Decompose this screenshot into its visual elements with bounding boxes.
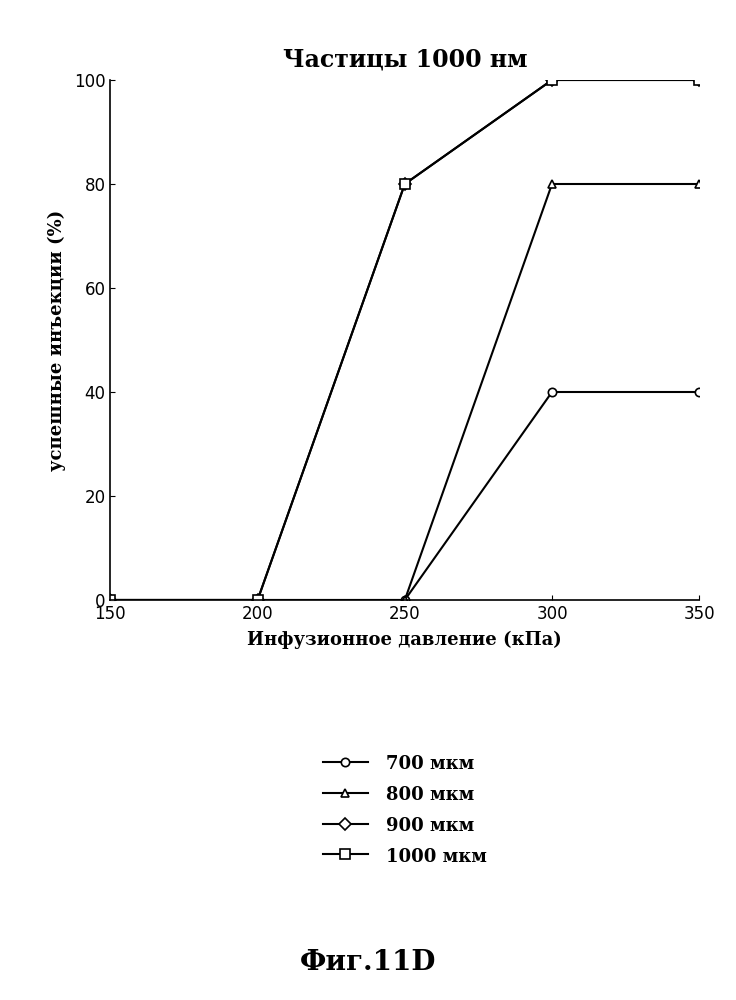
800 мкм	[548, 178, 556, 190]
Line: 700 мкм: 700 мкм	[106, 388, 704, 604]
Line: 1000 мкм: 1000 мкм	[105, 75, 704, 605]
900 мкм	[400, 178, 409, 190]
700 мкм	[253, 594, 262, 606]
1000 мкм	[695, 74, 704, 86]
700 мкм	[400, 594, 409, 606]
700 мкм	[106, 594, 115, 606]
800 мкм	[400, 594, 409, 606]
Legend: 700 мкм, 800 мкм, 900 мкм, 1000 мкм: 700 мкм, 800 мкм, 900 мкм, 1000 мкм	[323, 755, 486, 866]
900 мкм	[695, 74, 704, 86]
Title: Частицы 1000 нм: Частицы 1000 нм	[283, 47, 527, 71]
700 мкм	[548, 386, 556, 398]
Line: 800 мкм: 800 мкм	[106, 180, 704, 604]
Text: Фиг.11D: Фиг.11D	[300, 949, 436, 976]
Y-axis label: успешные инъекции (%): успешные инъекции (%)	[47, 209, 66, 471]
800 мкм	[253, 594, 262, 606]
1000 мкм	[400, 178, 409, 190]
1000 мкм	[253, 594, 262, 606]
800 мкм	[106, 594, 115, 606]
700 мкм	[695, 386, 704, 398]
X-axis label: Инфузионное давление (кПа): Инфузионное давление (кПа)	[247, 631, 562, 649]
800 мкм	[695, 178, 704, 190]
Line: 900 мкм: 900 мкм	[106, 76, 704, 604]
900 мкм	[253, 594, 262, 606]
1000 мкм	[106, 594, 115, 606]
900 мкм	[106, 594, 115, 606]
1000 мкм	[548, 74, 556, 86]
900 мкм	[548, 74, 556, 86]
